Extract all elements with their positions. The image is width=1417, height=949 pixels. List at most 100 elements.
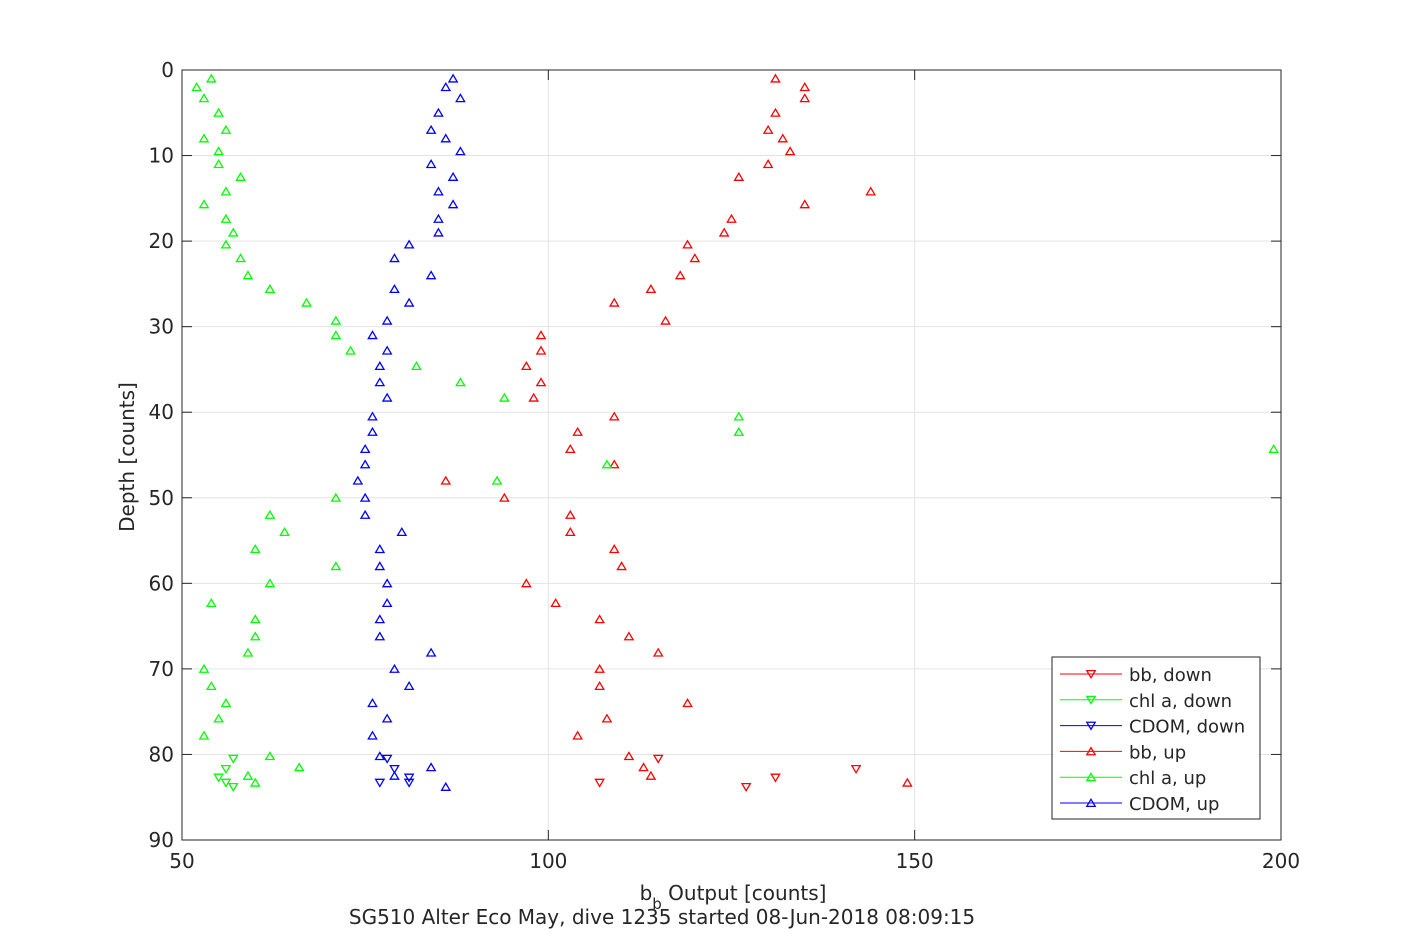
- point-chl-a-up: [249, 544, 261, 554]
- point-bb-up: [572, 730, 583, 740]
- legend-label-cdom-down: CDOM, down: [1129, 717, 1245, 738]
- legend-marker-chl-a-up: [1085, 772, 1097, 782]
- point-bb-up: [623, 751, 635, 761]
- point-cdom-up: [433, 227, 444, 237]
- point-bb-up: [521, 578, 532, 588]
- point-chl-a-up: [242, 770, 254, 780]
- point-chl-a-up: [213, 146, 224, 156]
- point-bb-down: [594, 778, 605, 788]
- point-bb-up: [608, 459, 620, 469]
- point-chl-a-up: [264, 283, 276, 294]
- point-bb-up: [499, 492, 510, 502]
- x-axis-label-sub: b: [652, 895, 662, 913]
- point-chl-a-up: [205, 680, 217, 691]
- point-cdom-up: [389, 663, 400, 673]
- point-chl-a-up: [213, 159, 224, 169]
- point-bb-up: [762, 159, 774, 169]
- point-chl-a-up: [330, 561, 342, 571]
- point-chl-a-up: [249, 614, 261, 624]
- point-bb-up: [762, 124, 774, 134]
- point-cdom-up: [396, 526, 408, 537]
- point-bb-up: [608, 411, 620, 421]
- point-cdom-up: [425, 270, 437, 280]
- plot-frame: [181, 69, 1282, 841]
- point-cdom-up: [440, 82, 452, 92]
- x-tick-label: 150: [896, 849, 934, 873]
- point-bb-up: [623, 631, 635, 641]
- point-cdom-up: [367, 426, 378, 436]
- point-bb-up: [521, 360, 532, 371]
- point-chl-a-up: [227, 227, 239, 237]
- point-bb-up: [770, 107, 781, 117]
- point-cdom-up: [425, 762, 437, 772]
- point-cdom-up: [403, 297, 415, 307]
- point-chl-a-up: [205, 597, 217, 608]
- y-tick-label: 0: [161, 58, 174, 82]
- point-chl-a-up: [220, 213, 232, 223]
- point-chl-a-up: [220, 698, 232, 708]
- point-cdom-up: [381, 713, 393, 723]
- point-chl-a-up: [213, 107, 224, 117]
- point-bb-up: [440, 475, 452, 485]
- point-chl-a-up: [279, 526, 290, 537]
- point-chl-a-up: [733, 411, 745, 421]
- legend-marker-bb-down: [1085, 669, 1097, 680]
- point-cdom-up: [352, 475, 364, 485]
- point-chl-a-up: [198, 133, 210, 143]
- point-chl-a-up: [220, 239, 232, 249]
- point-cdom-up: [359, 443, 371, 454]
- point-chl-a-up: [198, 199, 210, 209]
- point-cdom-down: [374, 778, 386, 788]
- point-bb-up: [645, 283, 657, 294]
- point-cdom-up: [403, 239, 415, 249]
- point-chl-a-up: [198, 730, 210, 740]
- point-cdom-up: [367, 330, 378, 340]
- point-cdom-up: [440, 133, 452, 143]
- x-axis-label: bb Output [counts]: [640, 881, 827, 913]
- point-cdom-up: [367, 411, 378, 421]
- y-axis-label: Depth [counts]: [115, 382, 139, 532]
- point-cdom-down: [381, 754, 393, 764]
- point-chl-a-up: [198, 93, 210, 103]
- point-bb-up: [645, 770, 657, 780]
- legend-marker-chl-a-down: [1085, 695, 1097, 705]
- point-chl-a-up: [330, 492, 342, 502]
- point-cdom-up: [425, 124, 437, 134]
- y-tick-label: 80: [149, 742, 174, 766]
- point-bb-up: [594, 680, 605, 691]
- point-chl-a-up: [220, 186, 232, 196]
- point-chl-a-up: [249, 777, 261, 787]
- point-cdom-up: [440, 781, 452, 791]
- point-cdom-up: [381, 597, 393, 608]
- point-chl-a-up: [293, 762, 305, 772]
- point-chl-a-up: [205, 73, 217, 83]
- point-chl-a-up: [491, 475, 503, 485]
- point-cdom-up: [359, 492, 371, 502]
- point-bb-up: [733, 171, 745, 181]
- point-bb-up: [550, 597, 561, 608]
- point-cdom-up: [374, 360, 386, 371]
- point-bb-up: [682, 239, 693, 249]
- point-cdom-up: [359, 459, 371, 469]
- point-chl-a-up: [191, 82, 202, 92]
- point-cdom-up: [455, 146, 466, 156]
- legend-label-bb-down: bb, down: [1129, 665, 1212, 686]
- y-tick-label: 90: [149, 828, 174, 852]
- point-chl-a-up: [198, 663, 210, 673]
- point-chl-a-up: [330, 330, 342, 340]
- legend-label-chl-a-down: chl a, down: [1129, 691, 1232, 712]
- point-chl-a-down: [227, 782, 239, 793]
- point-cdom-up: [359, 509, 371, 519]
- point-chl-a-down: [213, 773, 224, 783]
- point-chl-a-up: [601, 459, 613, 469]
- point-cdom-up: [455, 93, 466, 103]
- point-bb-up: [770, 73, 781, 83]
- point-bb-up: [799, 199, 811, 209]
- point-cdom-up: [367, 730, 378, 740]
- point-cdom-up: [381, 392, 393, 402]
- point-bb-up: [564, 526, 576, 537]
- point-cdom-up: [381, 578, 393, 588]
- point-bb-up: [535, 345, 547, 355]
- point-bb-up: [799, 93, 811, 103]
